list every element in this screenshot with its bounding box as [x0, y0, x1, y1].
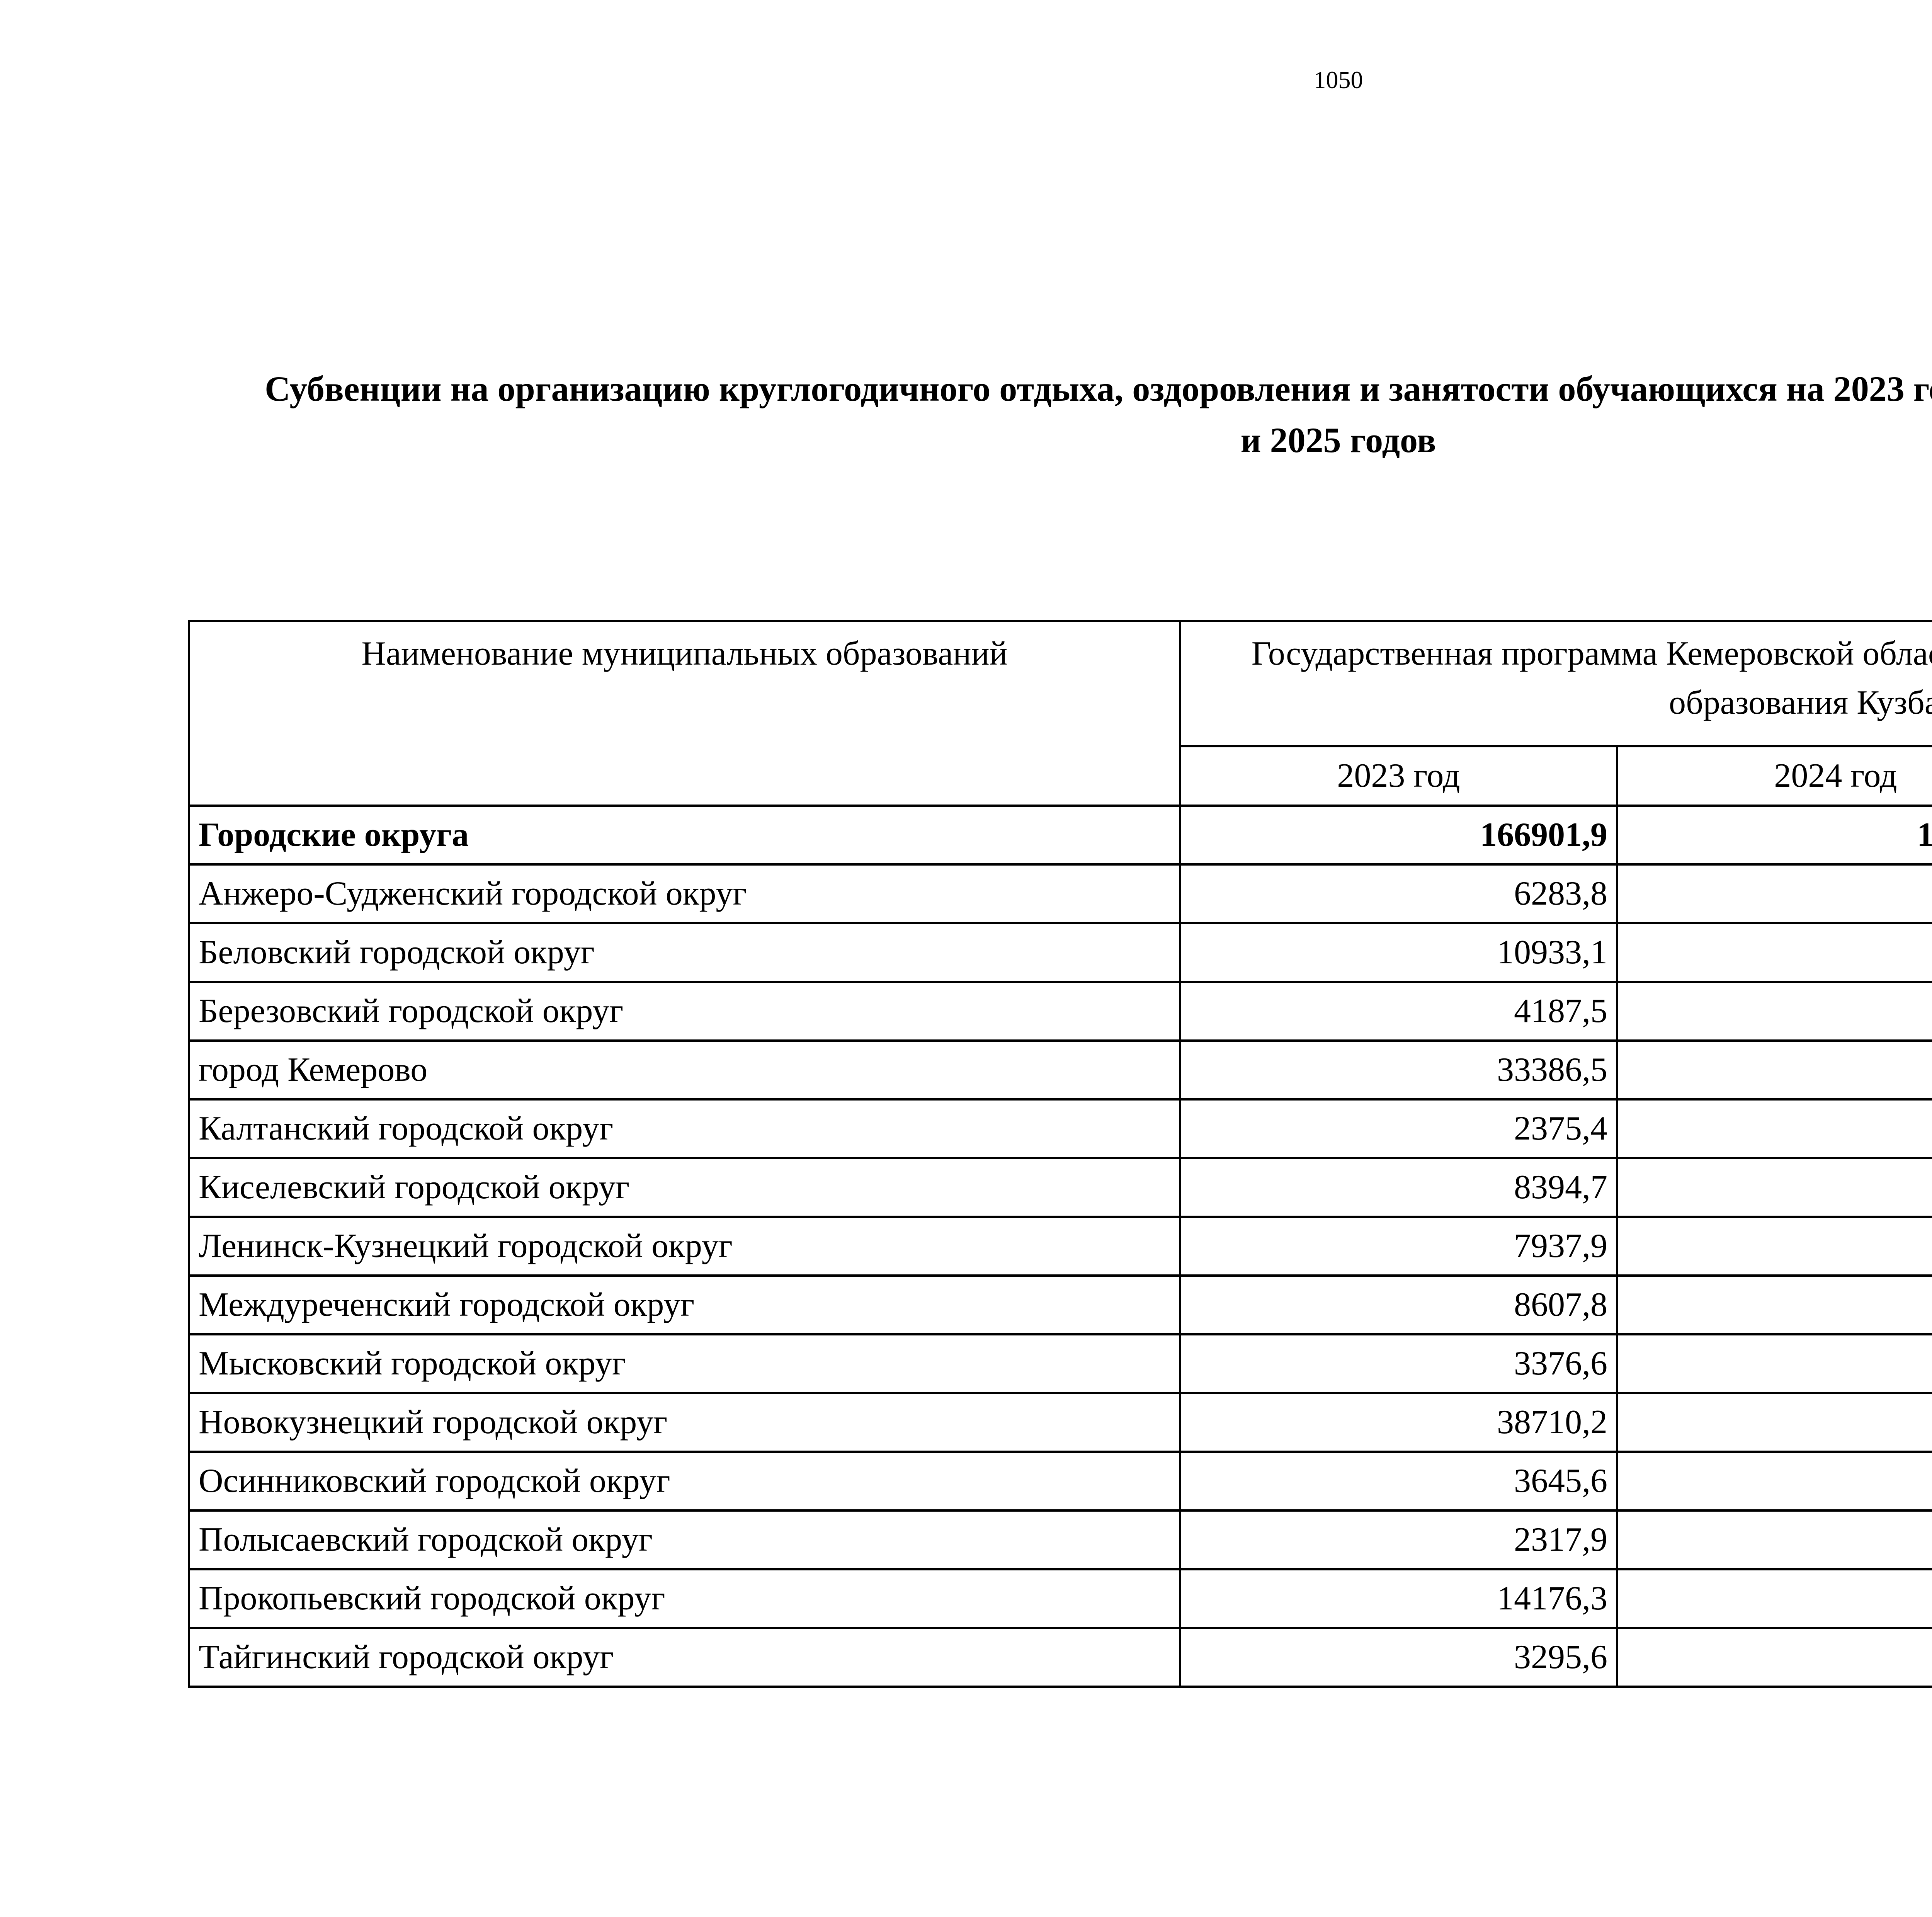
row-value-2024: 27002,4	[1616, 1039, 1932, 1101]
row-label: Беловский городской округ	[188, 922, 1181, 983]
table-row: Анжеро-Судженский городской округ 6283,8…	[188, 863, 1932, 924]
table-row: Осинниковский городской округ 3645,6 306…	[188, 1450, 1932, 1512]
row-value-2024: 12168,4	[1616, 1568, 1932, 1629]
table-row: Прокопьевский городской округ 14176,3 12…	[188, 1568, 1932, 1629]
row-label: Полысаевский городской округ	[188, 1509, 1181, 1570]
table-row: Мысковский городской округ 3376,6 2377,8…	[188, 1333, 1932, 1394]
row-value-2023: 2375,4	[1179, 1098, 1618, 1159]
row-value-2023: 14176,3	[1179, 1568, 1618, 1629]
row-value-2023: 7937,9	[1179, 1215, 1618, 1277]
row-value-2024: 6908,2	[1616, 1215, 1932, 1277]
row-label: Анжеро-Судженский городской округ	[188, 863, 1181, 924]
row-value-2023: 3295,6	[1179, 1626, 1618, 1688]
table-row: Новокузнецкий городской округ 38710,2 35…	[188, 1391, 1932, 1453]
row-label: Тайгинский городской округ	[188, 1626, 1181, 1688]
row-value-2024: 5089,3	[1616, 863, 1932, 924]
row-value-2024: 2377,8	[1616, 1333, 1932, 1394]
row-value-2023: 2317,9	[1179, 1509, 1618, 1570]
row-value-2023: 33386,5	[1179, 1039, 1618, 1101]
row-value-2023: 38710,2	[1179, 1391, 1618, 1453]
column-header-2023: 2023 год	[1179, 745, 1618, 807]
table-row: Междуреченский городской округ 8607,8 71…	[188, 1274, 1932, 1335]
table-row: Полысаевский городской округ 2317,9 1813…	[188, 1509, 1932, 1570]
subventions-table: Наименование муниципальных образований Г…	[188, 619, 1932, 1688]
table-row: Киселевский городской округ 8394,7 6695,…	[188, 1157, 1932, 1218]
row-label: Городские округа	[188, 804, 1181, 866]
table-row: Калтанский городской округ 2375,4 1737,0…	[188, 1098, 1932, 1159]
table-row: Городские округа 166901,9 129523,8 12952…	[188, 804, 1932, 866]
table-number-label: Таблица 26	[188, 264, 1932, 305]
row-value-2024: 6695,7	[1616, 1157, 1932, 1218]
table-row: Ленинск-Кузнецкий городской округ 7937,9…	[188, 1215, 1932, 1277]
row-value-2023: 8607,8	[1179, 1274, 1618, 1335]
row-label: Мысковский городской округ	[188, 1333, 1181, 1394]
row-label: Калтанский городской округ	[188, 1098, 1181, 1159]
row-label: Междуреченский городской округ	[188, 1274, 1181, 1335]
row-label: Березовский городской округ	[188, 980, 1181, 1042]
table-row: Тайгинский городской округ 3295,6 2842,5…	[188, 1626, 1932, 1688]
row-value-2023: 8394,7	[1179, 1157, 1618, 1218]
row-value-2023: 3376,6	[1179, 1333, 1618, 1394]
row-value-2024: 1737,0	[1616, 1098, 1932, 1159]
row-label: город Кемерово	[188, 1039, 1181, 1101]
row-value-2023: 6283,8	[1179, 863, 1618, 924]
row-label: Прокопьевский городской округ	[188, 1568, 1181, 1629]
row-value-2024: 3435,8	[1616, 980, 1932, 1042]
row-label: Киселевский городской округ	[188, 1157, 1181, 1218]
units-note: (тыс. руб.)	[188, 567, 1932, 606]
row-value-2024: 35085,7	[1616, 1391, 1932, 1453]
row-label: Новокузнецкий городской округ	[188, 1391, 1181, 1453]
table-row: Беловский городской округ 10933,1 9120,8…	[188, 922, 1932, 983]
page-number: 1050	[1313, 66, 1363, 94]
row-value-2024: 2842,5	[1616, 1626, 1932, 1688]
table-row: город Кемерово 33386,5 27002,4 27002,4	[188, 1039, 1932, 1101]
row-value-2024: 9120,8	[1616, 922, 1932, 983]
row-value-2024: 3069,0	[1616, 1450, 1932, 1512]
page-title: Субвенции на организацию круглогодичного…	[265, 369, 1932, 460]
column-header-municipality: Наименование муниципальных образований	[188, 619, 1181, 807]
row-value-2023: 166901,9	[1179, 804, 1618, 866]
row-value-2023: 4187,5	[1179, 980, 1618, 1042]
row-value-2024: 7104,4	[1616, 1274, 1932, 1335]
column-header-program: Государственная программа Кемеровской об…	[1179, 619, 1932, 747]
column-header-2024: 2024 год	[1616, 745, 1932, 807]
document-page: 1050 Таблица 26 Субвенции на организацию…	[188, 66, 1932, 1688]
row-value-2023: 3645,6	[1179, 1450, 1618, 1512]
table-row: Березовский городской округ 4187,5 3435,…	[188, 980, 1932, 1042]
row-value-2024: 1813,3	[1616, 1509, 1932, 1570]
table-header-row-program: Наименование муниципальных образований Г…	[188, 619, 1932, 807]
row-value-2023: 10933,1	[1179, 922, 1618, 983]
row-value-2024: 129523,8	[1616, 804, 1932, 866]
table-header-row-years: 2023 год 2024 год 2025 год	[189, 745, 1932, 807]
row-label: Осинниковский городской округ	[188, 1450, 1181, 1512]
row-label: Ленинск-Кузнецкий городской округ	[188, 1215, 1181, 1277]
